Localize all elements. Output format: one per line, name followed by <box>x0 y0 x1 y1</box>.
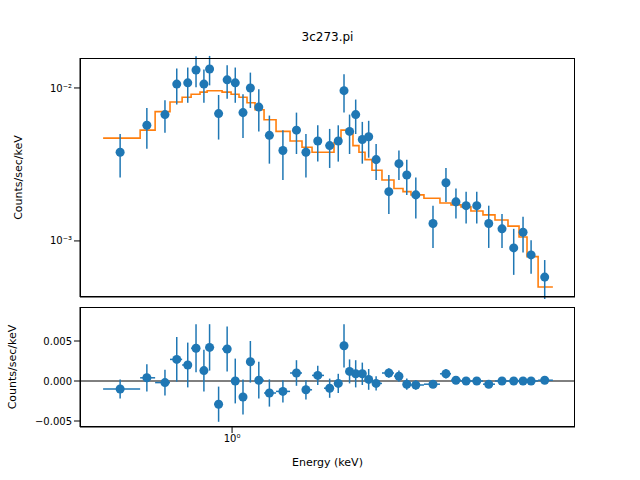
svg-text:10⁻²: 10⁻² <box>50 83 72 94</box>
svg-text:Counts/sec/keV: Counts/sec/keV <box>8 324 19 409</box>
svg-text:Counts/sec/keV: Counts/sec/keV <box>12 135 25 220</box>
html-text:3c273.pi: 3c273.pi <box>301 30 354 44</box>
svg-text:Energy (keV): Energy (keV) <box>292 456 363 469</box>
svg-text:0.000: 0.000 <box>43 376 72 387</box>
svg-text:10⁻³: 10⁻³ <box>50 235 72 246</box>
svg-text:10⁰: 10⁰ <box>224 433 241 444</box>
svg-text:0.005: 0.005 <box>43 336 72 347</box>
svg-text:−0.005: −0.005 <box>35 416 72 427</box>
